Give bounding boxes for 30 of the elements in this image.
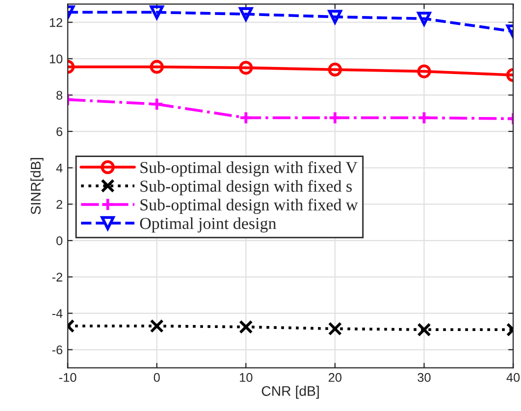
x-tick-label: 20 — [328, 373, 342, 382]
x-tick-label: 30 — [418, 373, 431, 382]
x-tick-label: 40 — [506, 373, 520, 382]
y-tick-label: -6 — [52, 345, 62, 354]
legend-label: Sub-optimal design with fixed s — [140, 180, 352, 196]
point — [238, 110, 253, 125]
x-axis-title: CNR [dB] — [262, 386, 319, 399]
y-tick-label: 6 — [56, 127, 62, 136]
y-tick-label: 8 — [56, 90, 62, 100]
legend-label: Optimal joint design — [140, 217, 276, 233]
x-tick-label: -10 — [59, 373, 76, 382]
y-tick-label: 10 — [50, 54, 62, 64]
legend-label: Sub-optimal design with fixed V — [140, 161, 358, 177]
point — [328, 10, 342, 24]
point — [328, 62, 342, 77]
point — [238, 60, 253, 75]
y-tick-label: 12 — [50, 18, 62, 27]
point — [328, 110, 342, 125]
point — [238, 7, 253, 22]
y-tick-label: 0 — [56, 236, 62, 246]
point — [328, 322, 342, 336]
x-tick-label: 0 — [154, 373, 160, 382]
legend-label: Sub-optimal design with fixed w — [140, 198, 358, 214]
y-tick-label: 2 — [56, 200, 62, 209]
y-tick-label: -2 — [52, 272, 62, 282]
y-axis-title: SINR[dB] — [30, 158, 44, 214]
point — [238, 320, 253, 334]
x-tick-label: 10 — [240, 373, 252, 382]
y-tick-label: -4 — [52, 309, 63, 318]
y-tick-label: 4 — [56, 164, 63, 172]
